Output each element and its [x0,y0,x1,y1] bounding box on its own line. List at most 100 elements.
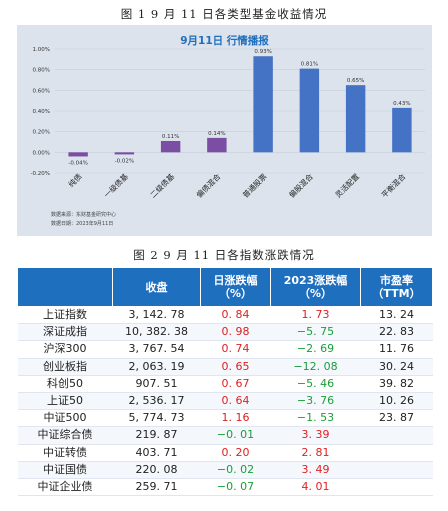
y-tick-label: 1.00% [33,47,50,53]
cell-close: 3, 767. 54 [112,340,201,359]
cell-name: 创业板指 [17,358,113,376]
table-row: 上证50 2, 536. 17 0. 64 −3. 76 10. 26 [17,392,433,411]
data-label: 0.11% [162,134,179,140]
cell-ytd: 3. 49 [270,461,361,479]
data-label: 0.65% [347,78,364,84]
cell-ytd: −1. 53 [270,409,361,428]
cell-name: 中证综合债 [17,426,113,445]
cell-ytd: −12. 08 [270,358,361,376]
cell-day: 0. 98 [200,323,271,342]
table-row: 上证指数 3, 142. 78 0. 84 1. 73 13. 24 [17,306,433,325]
cell-close: 219. 87 [112,426,201,445]
header-pe: 市盈率 （TTM） [360,267,433,307]
bar-5 [253,56,273,153]
cell-day: −0. 07 [200,478,271,497]
cell-name: 中证转债 [17,444,113,462]
cell-name: 深证成指 [17,323,113,342]
cell-close: 3, 142. 78 [112,306,201,325]
cell-pe: 39. 82 [360,375,433,393]
cell-day: −0. 02 [200,461,271,479]
table-row: 中证转债 403. 71 0. 20 2. 81 [17,444,433,462]
data-label: 0.81% [301,62,318,68]
cell-pe: 22. 83 [360,323,433,342]
cell-ytd: 1. 73 [270,306,361,325]
bar-1 [68,152,88,157]
table-header-row: 收盘 日涨跌幅 （%） 2023涨跌幅 （%） 市盈率 （TTM） [17,267,433,307]
cell-name: 沪深300 [17,340,113,359]
bar-3 [160,140,181,153]
cell-name: 中证国债 [17,461,113,479]
table-row: 中证企业债 259. 71 −0. 07 4. 01 [17,478,433,497]
bar-7 [345,85,366,153]
cell-close: 10, 382. 38 [112,323,201,342]
chart-svg: 9月11日 行情播报 -0.20% 0.00% 0.20% 0.40% 0.60% 0.80… [17,25,432,236]
y-tick-label: -0.20% [31,171,50,177]
cell-day: 0. 65 [200,358,271,376]
table-row: 中证500 5, 774. 73 1. 16 −1. 53 23. 87 [17,409,433,428]
cell-close: 259. 71 [112,478,201,497]
y-tick-label: 0.60% [33,88,50,94]
cell-day: 1. 16 [200,409,271,428]
cell-close: 2, 536. 17 [112,392,201,411]
index-table: 收盘 日涨跌幅 （%） 2023涨跌幅 （%） 市盈率 （TTM） 上证指数 3, 14… [17,267,433,497]
cell-close: 5, 774. 73 [112,409,201,428]
cell-name: 上证50 [17,392,113,411]
chart-title: 9月11日 行情播报 [180,34,269,47]
cell-ytd: −5. 75 [270,323,361,342]
fund-return-chart: 9月11日 行情播报 -0.20% 0.00% 0.20% 0.40% 0.60% 0.80… [17,25,432,236]
chart-caption: 图 1 9 月 11 日各类型基金收益情况 [120,7,328,21]
table-row: 中证综合债 219. 87 −0. 01 3. 39 [17,426,433,445]
header-close: 收盘 [112,267,201,307]
bar-8 [392,107,412,153]
cell-day: 0. 67 [200,375,271,393]
cell-day: 0. 64 [200,392,271,411]
header-name [17,267,113,307]
table-body: 上证指数 3, 142. 78 0. 84 1. 73 13. 24 深证成指 10, 38… [17,306,433,497]
cell-name: 中证企业债 [17,478,113,497]
source-note: 数据来源：东财基金研究中心 [51,211,116,218]
y-tick-label: 0.00% [33,150,50,156]
y-tick-label: 0.40% [33,109,50,115]
cell-pe [360,461,433,479]
bar-4 [207,137,227,153]
cell-pe: 13. 24 [360,306,433,325]
header-ytd-change: 2023涨跌幅 （%） [270,267,361,307]
cell-day: −0. 01 [200,426,271,445]
header-day-change: 日涨跌幅 （%） [200,267,271,307]
table-row: 科创50 907. 51 0. 67 −5. 46 39. 82 [17,375,433,393]
data-label: -0.02% [115,158,134,164]
cell-name: 科创50 [17,375,113,393]
cell-pe [360,426,433,445]
cell-close: 220. 08 [112,461,201,479]
cell-pe: 23. 87 [360,409,433,428]
bar-2 [114,152,135,155]
cell-day: 0. 74 [200,340,271,359]
cell-pe: 11. 76 [360,340,433,359]
date-note: 数据日期：2023年9月11日 [51,220,113,227]
table-row: 沪深300 3, 767. 54 0. 74 −2. 69 11. 76 [17,340,433,359]
cell-close: 2, 063. 19 [112,358,201,376]
cell-name: 中证500 [17,409,113,428]
cell-pe: 30. 24 [360,358,433,376]
data-label: 0.93% [254,49,271,55]
cell-ytd: 2. 81 [270,444,361,462]
cell-close: 403. 71 [112,444,201,462]
cell-ytd: −3. 76 [270,392,361,411]
table-row: 创业板指 2, 063. 19 0. 65 −12. 08 30. 24 [17,358,433,376]
data-label: 0.43% [393,101,410,107]
cell-ytd: −5. 46 [270,375,361,393]
cell-pe: 10. 26 [360,392,433,411]
cell-ytd: 3. 39 [270,426,361,445]
table-row: 深证成指 10, 382. 38 0. 98 −5. 75 22. 83 [17,323,433,342]
cell-ytd: −2. 69 [270,340,361,359]
cell-close: 907. 51 [112,375,201,393]
cell-day: 0. 20 [200,444,271,462]
cell-ytd: 4. 01 [270,478,361,497]
data-label: -0.04% [68,160,87,166]
y-tick-label: 0.80% [33,68,50,74]
table-row: 中证国债 220. 08 −0. 02 3. 49 [17,461,433,479]
cell-pe [360,444,433,462]
cell-name: 上证指数 [17,306,113,325]
table-caption: 图 2 9 月 11 日各指数涨跌情况 [133,248,315,262]
cell-pe [360,478,433,497]
